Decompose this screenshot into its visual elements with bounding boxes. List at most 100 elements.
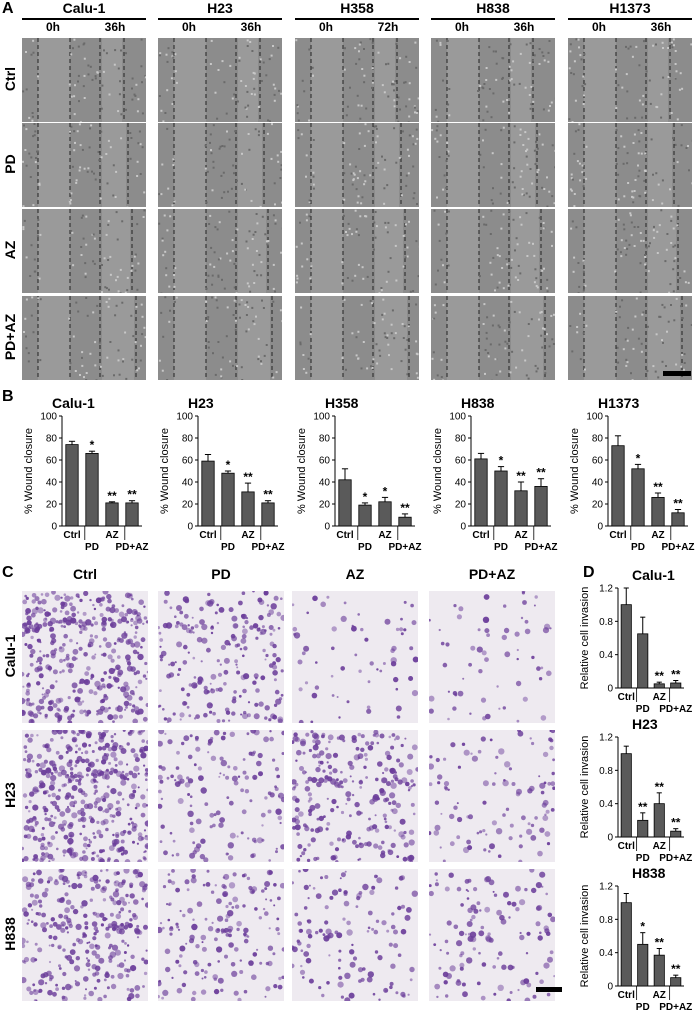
y-tick-label: 0.8 [599, 766, 613, 777]
category-label: PD+AZ [659, 1002, 692, 1013]
y-axis-label: Relative cell invasion [579, 885, 591, 988]
significance-label: * [499, 454, 504, 468]
time-label: 36h [240, 20, 262, 34]
category-label: PD+AZ [251, 542, 284, 553]
category-label: PD [221, 542, 235, 553]
y-axis-label: % Wound closure [296, 428, 308, 514]
category-label: PD [494, 542, 508, 553]
significance-label: * [226, 458, 231, 472]
y-tick-label: 0 [324, 522, 330, 533]
bar [514, 490, 528, 527]
bar [125, 502, 139, 527]
y-tick-label: 20 [182, 500, 194, 511]
scale-bar-c [536, 987, 562, 992]
y-tick-label: 100 [313, 412, 330, 423]
time-label: 0h [318, 20, 333, 34]
bar [653, 954, 665, 987]
invasion-micrograph [292, 591, 418, 723]
time-label: 36h [650, 20, 672, 34]
wound-micrograph [295, 209, 419, 293]
bar [201, 460, 215, 527]
y-tick-label: 20 [319, 500, 331, 511]
wound-micrograph [295, 296, 419, 380]
bar [651, 497, 665, 527]
wound-micrograph [22, 123, 146, 207]
category-label: Ctrl [609, 530, 626, 541]
condition-label: PD+AZ [2, 313, 18, 361]
y-tick-label: 60 [592, 456, 604, 467]
significance-label: ** [673, 497, 683, 511]
y-tick-label: 1.2 [599, 584, 613, 595]
bar [620, 753, 632, 838]
panel-letter-b: B [2, 388, 14, 405]
bar-chart: H23 0 20 40 60 80 100 % Wound closure Ctrl * PD ** A… [159, 395, 285, 553]
cell-line-label: Calu-1 [2, 634, 18, 678]
y-tick-label: 60 [455, 456, 467, 467]
significance-label: ** [263, 488, 273, 502]
y-tick-label: 40 [319, 478, 331, 489]
y-axis-label: % Wound closure [432, 428, 444, 514]
y-tick-label: 40 [592, 478, 604, 489]
y-tick-label: 100 [449, 412, 466, 423]
chart-title: H23 [188, 395, 214, 411]
condition-label: Ctrl [2, 66, 18, 92]
category-label: PD+AZ [524, 542, 557, 553]
bar [534, 486, 548, 527]
bar [358, 504, 372, 527]
bar [474, 458, 488, 527]
bar [620, 902, 632, 987]
bar-chart: H23 0 0.4 0.8 1.2 Relative cell invasion Ctrl *… [579, 716, 692, 864]
chart-title: H23 [632, 716, 658, 732]
wound-micrograph [431, 38, 555, 122]
invasion-micrograph [429, 591, 555, 723]
chart-title: H838 [632, 865, 666, 881]
time-label: 0h [181, 20, 196, 34]
y-tick-label: 20 [455, 500, 467, 511]
condition-header: Ctrl [72, 566, 98, 582]
y-tick-label: 0 [607, 684, 613, 695]
bar [670, 830, 682, 838]
y-tick-label: 0.4 [599, 799, 613, 810]
y-tick-label: 20 [592, 500, 604, 511]
y-tick-label: 0 [187, 522, 193, 533]
bar [241, 491, 255, 527]
category-label: AZ [241, 530, 254, 541]
category-label: PD+AZ [388, 542, 421, 553]
condition-header: AZ [345, 566, 365, 582]
category-label: AZ [651, 530, 664, 541]
category-label: PD [631, 542, 645, 553]
y-axis-label: Relative cell invasion [579, 736, 591, 839]
category-label: Ctrl [199, 530, 216, 541]
category-label: AZ [653, 990, 666, 1001]
header-rule [22, 18, 146, 20]
invasion-micrograph [22, 869, 148, 1001]
time-label: 36h [104, 20, 126, 34]
significance-label: ** [400, 501, 410, 515]
significance-label: ** [536, 466, 546, 480]
y-tick-label: 80 [319, 434, 331, 445]
bar [620, 604, 632, 689]
y-tick-label: 80 [46, 434, 58, 445]
wound-micrograph [158, 38, 282, 122]
y-tick-label: 0.4 [599, 650, 613, 661]
chart-title: Calu-1 [52, 395, 95, 411]
y-axis-label: % Wound closure [159, 428, 171, 514]
bar [637, 943, 649, 987]
bar [378, 501, 392, 527]
y-tick-label: 100 [586, 412, 603, 423]
panel-letter-c: C [2, 564, 14, 581]
significance-label: * [90, 438, 95, 452]
significance-label: * [383, 484, 388, 498]
time-label: 72h [377, 20, 399, 34]
y-tick-label: 0 [607, 982, 613, 993]
bar [671, 512, 685, 527]
y-tick-label: 0 [597, 522, 603, 533]
significance-label: * [636, 451, 641, 465]
wound-micrograph [295, 123, 419, 207]
category-label: PD+AZ [659, 853, 692, 864]
category-label: Ctrl [63, 530, 80, 541]
y-tick-label: 40 [182, 478, 194, 489]
wound-micrograph [295, 38, 419, 122]
bar [105, 502, 119, 527]
cell-line-header: H1373 [609, 0, 651, 16]
